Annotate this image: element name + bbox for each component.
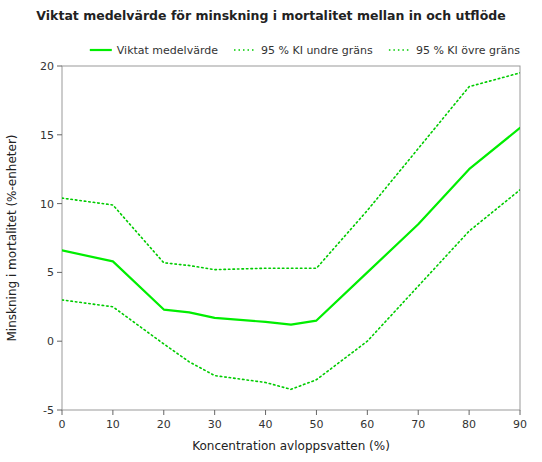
x-tick-label: 70 — [411, 418, 425, 431]
y-tick — [57, 66, 62, 67]
series-line — [62, 128, 520, 325]
y-tick-label: 5 — [47, 266, 54, 279]
x-tick-label: 90 — [513, 418, 527, 431]
x-axis-label: Koncentration avloppsvatten (%) — [192, 439, 390, 453]
x-tick-label: 50 — [309, 418, 323, 431]
legend-item: 95 % KI undre gräns — [234, 44, 373, 57]
x-tick — [316, 410, 317, 415]
legend-swatch — [90, 49, 112, 51]
y-tick-label: -5 — [43, 404, 54, 417]
legend-label: 95 % KI övre gräns — [416, 44, 520, 57]
y-tick — [57, 203, 62, 204]
legend-item: 95 % KI övre gräns — [389, 44, 520, 57]
chart: Viktat medelvärde för minskning i mortal… — [0, 0, 542, 462]
title: Viktat medelvärde för minskning i mortal… — [36, 8, 505, 23]
y-tick-label: 15 — [40, 129, 54, 142]
x-tick-label: 0 — [59, 418, 66, 431]
x-tick — [418, 410, 419, 415]
legend-item: Viktat medelvärde — [90, 44, 218, 57]
x-tick — [112, 410, 113, 415]
x-tick — [214, 410, 215, 415]
x-tick — [367, 410, 368, 415]
y-tick-label: 20 — [40, 60, 54, 73]
series-lines — [62, 73, 520, 389]
x-tick — [163, 410, 164, 415]
x-tick — [520, 410, 521, 415]
x-tick-label: 80 — [462, 418, 476, 431]
x-tick — [469, 410, 470, 415]
axes: 0 10 20 30 40 50 60 70 80 90 -5 0 5 10 15 20 — [40, 60, 527, 431]
plot-frame — [62, 66, 520, 410]
x-tick — [265, 410, 266, 415]
y-tick — [57, 341, 62, 342]
x-tick — [62, 410, 63, 415]
series-line — [62, 73, 520, 270]
y-tick-label: 0 — [47, 335, 54, 348]
y-tick — [57, 134, 62, 135]
legend-swatch — [234, 49, 256, 51]
legend: Viktat medelvärde 95 % KI undre gräns 95 %… — [90, 44, 520, 57]
y-tick — [57, 410, 62, 411]
series-line — [62, 190, 520, 390]
legend-label: 95 % KI undre gräns — [261, 44, 373, 57]
y-tick — [57, 272, 62, 273]
y-axis-label: Minskning i mortalitet (%-enheter) — [5, 134, 19, 341]
x-tick-label: 30 — [208, 418, 222, 431]
legend-label: Viktat medelvärde — [117, 44, 218, 57]
x-tick-label: 40 — [259, 418, 273, 431]
x-tick-label: 10 — [106, 418, 120, 431]
y-tick-label: 10 — [40, 198, 54, 211]
x-tick-label: 20 — [157, 418, 171, 431]
x-tick-label: 60 — [360, 418, 374, 431]
legend-swatch — [389, 49, 411, 51]
